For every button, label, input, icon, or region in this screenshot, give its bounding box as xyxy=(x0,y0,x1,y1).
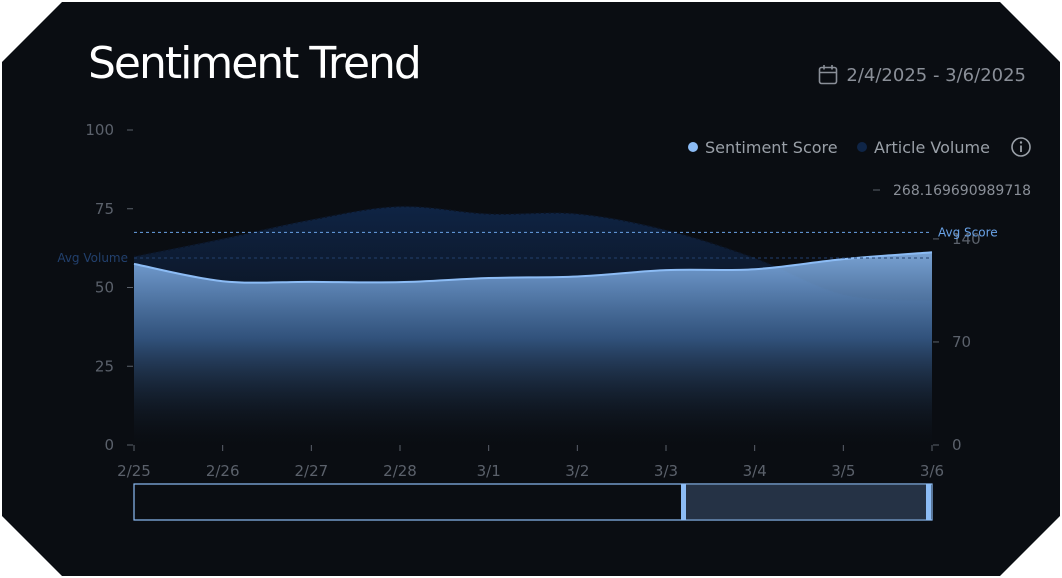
left-axis-tick-label: 100 xyxy=(85,121,114,139)
range-brush[interactable] xyxy=(133,483,933,521)
x-axis-tick-label: 3/3 xyxy=(654,462,678,480)
volume-legend-label[interactable]: Article Volume xyxy=(874,138,990,157)
x-axis-tick-label: 3/1 xyxy=(477,462,501,480)
brush-selection[interactable] xyxy=(684,485,928,519)
brush-handle-left[interactable] xyxy=(681,484,686,520)
left-axis-tick-label: 25 xyxy=(95,357,114,375)
sentiment-score-area xyxy=(134,252,932,445)
date-range-label: 2/4/2025 - 3/6/2025 xyxy=(846,64,1026,86)
right-axis-top-value: 268.169690989718 xyxy=(893,183,1031,199)
avg-score-label: Avg Score xyxy=(938,225,998,239)
x-axis-tick-label: 2/27 xyxy=(294,462,328,480)
brush-handle-right[interactable] xyxy=(926,484,931,520)
x-axis-tick-label: 3/5 xyxy=(831,462,855,480)
right-axis-tick-label: 70 xyxy=(952,333,971,351)
date-range-picker[interactable]: 2/4/2025 - 3/6/2025 xyxy=(818,64,1026,86)
right-axis-tick-label: 0 xyxy=(952,436,962,454)
calendar-icon xyxy=(818,64,838,86)
x-axis-tick-label: 2/25 xyxy=(117,462,151,480)
x-axis-tick-label: 3/4 xyxy=(743,462,767,480)
left-y-axis: 0 25 50 75 100 xyxy=(85,121,135,454)
x-axis-tick-label: 2/26 xyxy=(206,462,240,480)
x-axis-tick-label: 3/6 xyxy=(920,462,944,480)
page-title: Sentiment Trend xyxy=(88,38,422,89)
sentiment-legend-marker xyxy=(688,142,698,152)
volume-legend-marker xyxy=(857,142,867,152)
x-axis-tick-label: 2/28 xyxy=(383,462,417,480)
info-icon[interactable] xyxy=(1011,137,1031,157)
right-y-axis: 0 70 140 xyxy=(931,230,981,454)
chart-legend: Sentiment Score Article Volume xyxy=(688,138,990,157)
left-axis-tick-label: 75 xyxy=(95,200,114,218)
sentiment-legend-label[interactable]: Sentiment Score xyxy=(705,138,838,157)
avg-volume-label: Avg Volume xyxy=(57,251,128,265)
sentiment-score-line xyxy=(133,251,933,284)
x-axis-tick-label: 3/2 xyxy=(565,462,589,480)
left-axis-tick-label: 50 xyxy=(95,279,114,297)
left-axis-tick-label: 0 xyxy=(104,436,114,454)
x-axis: 2/25 2/26 2/27 2/28 3/1 3/2 3/3 3/4 3/5 3/6 xyxy=(117,445,944,480)
right-axis-tick-label: 140 xyxy=(952,230,981,248)
